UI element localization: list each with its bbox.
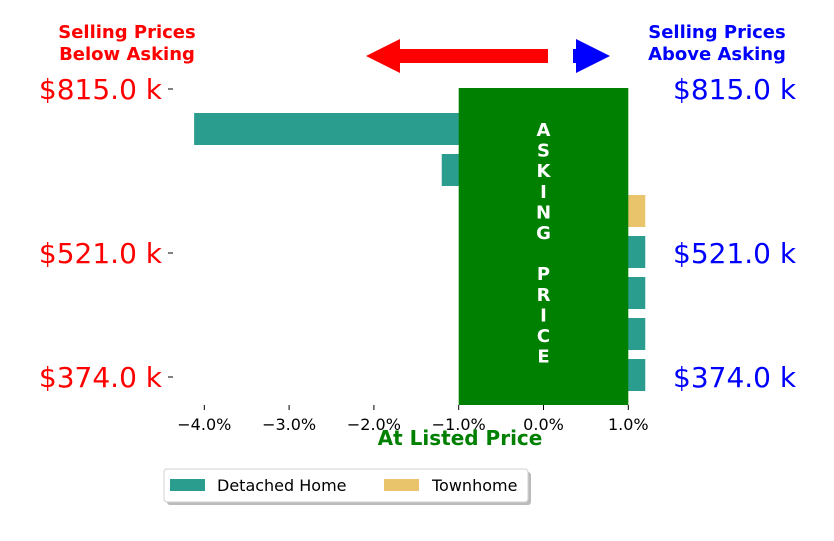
x-tick-label: −3.0% — [262, 415, 316, 434]
legend: Detached Home Townhome — [163, 468, 531, 505]
asking-letter: C — [537, 326, 550, 347]
asking-price-band — [458, 88, 629, 405]
asking-letter: I — [540, 305, 547, 326]
asking-letter: A — [537, 120, 551, 141]
y-tick-label-left: $374.0 k — [39, 361, 163, 394]
left-header-line-1: Selling Prices — [58, 22, 195, 43]
right-header-line-2: Above Asking — [648, 44, 786, 65]
y-tick-label-right: $521.0 k — [673, 237, 797, 270]
asking-letter: E — [537, 347, 549, 368]
asking-letter: R — [537, 285, 551, 306]
x-tick-label: −2.0% — [347, 415, 401, 434]
y-tick-label-left: $521.0 k — [39, 237, 163, 270]
y-axis-left: $815.0 k $521.0 k $374.0 k — [39, 73, 173, 394]
asking-letter: S — [537, 141, 550, 162]
x-axis: −4.0% −3.0% −2.0% −1.0% 0.0% 1.0% — [177, 405, 649, 434]
right-arrow-icon — [573, 39, 610, 73]
legend-label-townhome: Townhome — [431, 476, 517, 495]
y-axis-right: $815.0 k $521.0 k $374.0 k — [673, 73, 797, 394]
legend-label-detached-home: Detached Home — [217, 476, 347, 495]
asking-letter: G — [536, 223, 551, 244]
y-tick-label-right: $815.0 k — [673, 73, 797, 106]
left-arrow-icon — [366, 39, 548, 73]
x-tick-label: −4.0% — [177, 415, 231, 434]
x-tick-label: 1.0% — [608, 415, 649, 434]
x-axis-title: At Listed Price — [378, 426, 543, 450]
x-tick-label: −1.0% — [432, 415, 486, 434]
y-tick-label-left: $815.0 k — [39, 73, 163, 106]
legend-swatch-detached-home — [170, 479, 205, 491]
legend-swatch-townhome — [384, 479, 419, 491]
right-header-line-1: Selling Prices — [648, 22, 785, 43]
left-header-line-2: Below Asking — [59, 44, 195, 65]
asking-letter: I — [540, 182, 547, 203]
asking-letter: N — [536, 202, 551, 223]
asking-letter: P — [537, 264, 550, 285]
x-tick-label: 0.0% — [523, 415, 564, 434]
y-tick-label-right: $374.0 k — [673, 361, 797, 394]
asking-letter: K — [537, 161, 552, 182]
